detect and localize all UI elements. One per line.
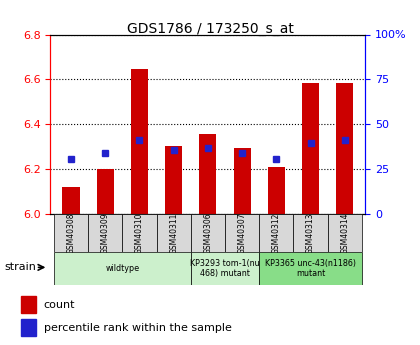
Text: GSM40309: GSM40309 bbox=[101, 212, 110, 254]
FancyBboxPatch shape bbox=[191, 252, 259, 285]
Text: GSM40311: GSM40311 bbox=[169, 212, 178, 254]
FancyBboxPatch shape bbox=[328, 214, 362, 252]
FancyBboxPatch shape bbox=[294, 214, 328, 252]
FancyBboxPatch shape bbox=[122, 214, 157, 252]
Bar bbox=[131, 69, 148, 214]
Text: KP3365 unc-43(n1186)
mutant: KP3365 unc-43(n1186) mutant bbox=[265, 258, 356, 278]
FancyBboxPatch shape bbox=[259, 214, 294, 252]
Bar bbox=[336, 83, 353, 214]
Bar bbox=[21, 296, 36, 313]
Text: GSM40310: GSM40310 bbox=[135, 212, 144, 254]
Text: GSM40314: GSM40314 bbox=[340, 212, 349, 254]
Bar bbox=[200, 134, 216, 214]
Bar bbox=[302, 83, 319, 214]
FancyBboxPatch shape bbox=[88, 214, 122, 252]
Text: GSM40313: GSM40313 bbox=[306, 212, 315, 254]
FancyBboxPatch shape bbox=[259, 252, 362, 285]
FancyBboxPatch shape bbox=[54, 214, 88, 252]
Text: GSM40307: GSM40307 bbox=[238, 212, 247, 254]
Bar bbox=[21, 319, 36, 336]
FancyBboxPatch shape bbox=[191, 214, 225, 252]
Text: GSM40306: GSM40306 bbox=[203, 212, 213, 254]
Bar bbox=[165, 146, 182, 214]
FancyBboxPatch shape bbox=[157, 214, 191, 252]
Text: count: count bbox=[44, 300, 75, 310]
Text: wildtype: wildtype bbox=[105, 264, 139, 273]
Text: strain: strain bbox=[4, 263, 36, 272]
Text: KP3293 tom-1(nu
468) mutant: KP3293 tom-1(nu 468) mutant bbox=[190, 258, 260, 278]
Text: GDS1786 / 173250_s_at: GDS1786 / 173250_s_at bbox=[126, 22, 294, 37]
Text: GSM40308: GSM40308 bbox=[66, 212, 76, 254]
Bar bbox=[97, 169, 114, 214]
Bar bbox=[234, 148, 251, 214]
FancyBboxPatch shape bbox=[54, 252, 191, 285]
Text: GSM40312: GSM40312 bbox=[272, 212, 281, 254]
Bar bbox=[63, 187, 79, 214]
Bar bbox=[268, 167, 285, 214]
Text: percentile rank within the sample: percentile rank within the sample bbox=[44, 323, 232, 333]
FancyBboxPatch shape bbox=[225, 214, 259, 252]
